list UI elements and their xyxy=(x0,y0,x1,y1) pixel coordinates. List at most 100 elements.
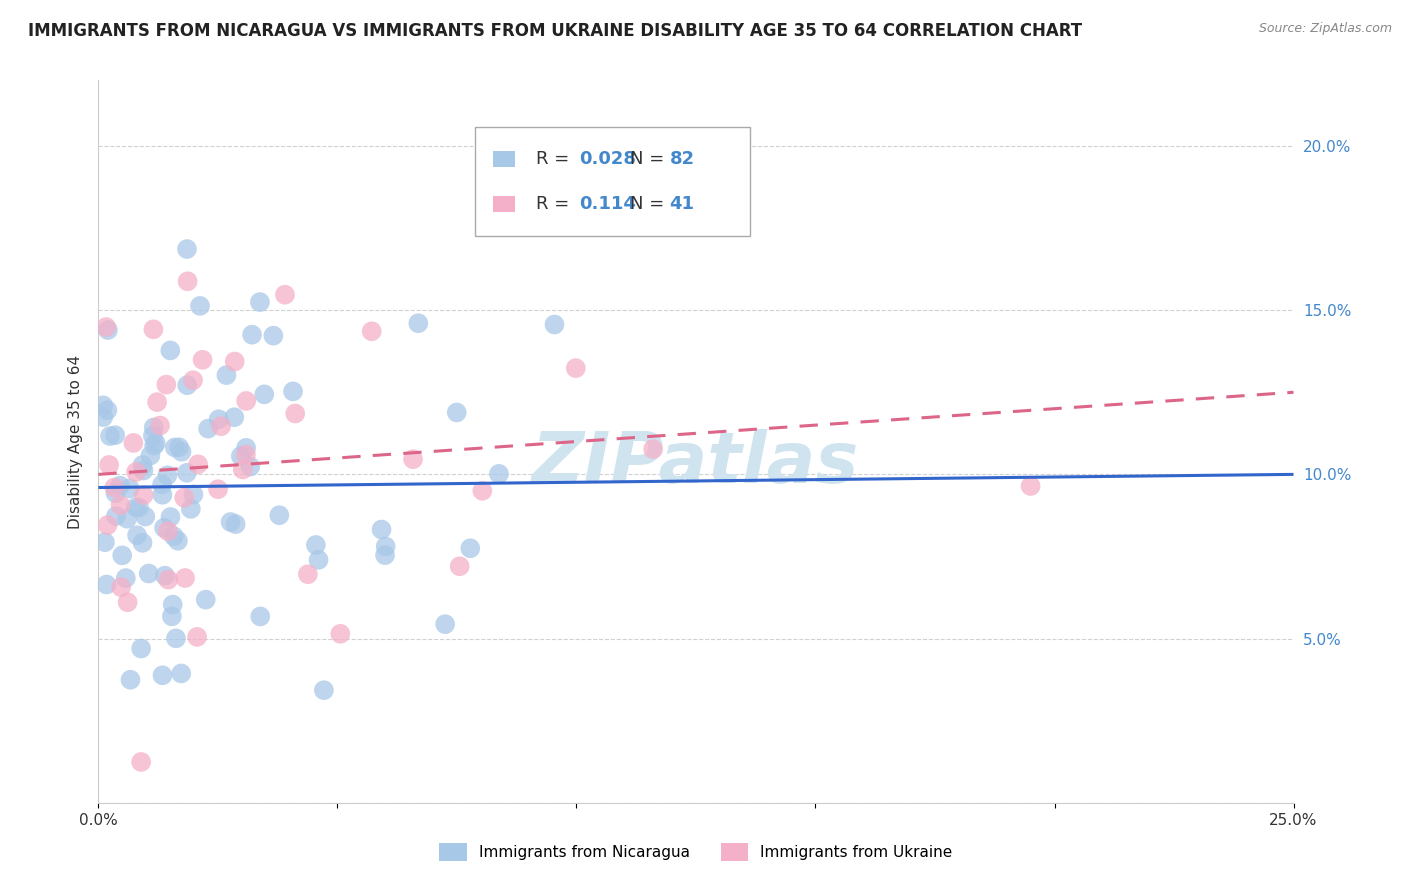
Point xyxy=(188,299,211,313)
Point xyxy=(94,320,117,334)
Point xyxy=(132,488,155,502)
Point xyxy=(176,466,198,480)
Point xyxy=(129,755,152,769)
Point xyxy=(232,462,254,476)
Point xyxy=(262,328,284,343)
Text: N =: N = xyxy=(630,194,671,212)
Point xyxy=(186,630,208,644)
Point xyxy=(156,468,179,483)
Point xyxy=(374,548,396,562)
Point xyxy=(194,592,217,607)
Point xyxy=(153,521,176,535)
Point xyxy=(138,566,160,581)
Point xyxy=(118,482,141,496)
Point xyxy=(488,467,510,481)
Point xyxy=(235,393,257,408)
Point xyxy=(156,524,179,538)
Point xyxy=(360,324,382,338)
Point xyxy=(150,477,173,491)
Point xyxy=(98,429,121,443)
Point xyxy=(229,449,252,463)
Point xyxy=(176,242,198,256)
Point xyxy=(224,354,246,368)
Point xyxy=(176,274,198,288)
Point xyxy=(239,459,262,474)
Point xyxy=(122,436,145,450)
Point xyxy=(249,295,271,310)
Point xyxy=(139,449,162,463)
Point xyxy=(115,512,138,526)
FancyBboxPatch shape xyxy=(494,152,515,167)
Point xyxy=(163,441,186,455)
Text: Source: ZipAtlas.com: Source: ZipAtlas.com xyxy=(1258,22,1392,36)
Point xyxy=(134,509,156,524)
Point xyxy=(191,352,214,367)
Point xyxy=(159,343,181,358)
Point xyxy=(167,533,190,548)
Point xyxy=(159,510,181,524)
Point xyxy=(219,515,242,529)
Point xyxy=(249,609,271,624)
Point xyxy=(132,464,155,478)
Point xyxy=(97,518,120,533)
Point xyxy=(170,666,193,681)
Point xyxy=(110,498,132,512)
Point xyxy=(170,444,193,458)
Text: R =: R = xyxy=(536,194,575,212)
Point xyxy=(129,641,152,656)
Point xyxy=(153,568,176,582)
Point xyxy=(174,571,197,585)
Point xyxy=(446,405,468,419)
Point xyxy=(402,452,425,467)
Point xyxy=(449,559,471,574)
Point xyxy=(152,488,174,502)
Point xyxy=(125,500,148,515)
Point xyxy=(149,418,172,433)
Point xyxy=(224,410,246,425)
Point xyxy=(197,422,219,436)
Y-axis label: Disability Age 35 to 64: Disability Age 35 to 64 xyxy=(67,354,83,529)
Point xyxy=(125,465,148,479)
Point xyxy=(240,327,263,342)
Text: 0.114: 0.114 xyxy=(579,194,636,212)
Point xyxy=(471,483,494,498)
Point xyxy=(103,481,125,495)
Point xyxy=(111,549,134,563)
Point xyxy=(155,377,177,392)
Point xyxy=(145,436,167,450)
Point xyxy=(183,487,205,501)
Point xyxy=(142,322,165,336)
Point xyxy=(297,567,319,582)
Text: IMMIGRANTS FROM NICARAGUA VS IMMIGRANTS FROM UKRAINE DISABILITY AGE 35 TO 64 COR: IMMIGRANTS FROM NICARAGUA VS IMMIGRANTS … xyxy=(28,22,1083,40)
Point xyxy=(284,407,307,421)
Point xyxy=(312,683,335,698)
Point xyxy=(173,491,195,505)
FancyBboxPatch shape xyxy=(475,128,749,235)
Point xyxy=(329,627,352,641)
Point xyxy=(180,501,202,516)
Point xyxy=(274,287,297,301)
Point xyxy=(235,441,257,455)
Point xyxy=(225,517,247,532)
Point xyxy=(152,668,174,682)
Point xyxy=(96,403,118,417)
Point xyxy=(163,529,186,543)
Point xyxy=(281,384,304,399)
Legend: Immigrants from Nicaragua, Immigrants from Ukraine: Immigrants from Nicaragua, Immigrants fr… xyxy=(433,837,959,867)
Point xyxy=(143,439,166,453)
Text: N =: N = xyxy=(630,150,671,169)
Point xyxy=(408,316,430,330)
Point xyxy=(94,535,117,549)
Point xyxy=(374,540,396,554)
Point xyxy=(128,500,150,515)
Point xyxy=(142,429,165,443)
Point xyxy=(370,523,392,537)
Point xyxy=(105,509,128,524)
Point xyxy=(131,536,153,550)
Point xyxy=(176,378,198,392)
Text: 0.028: 0.028 xyxy=(579,150,636,169)
Point xyxy=(308,553,330,567)
Point xyxy=(181,373,204,387)
Point xyxy=(1019,479,1042,493)
Point xyxy=(91,398,114,412)
